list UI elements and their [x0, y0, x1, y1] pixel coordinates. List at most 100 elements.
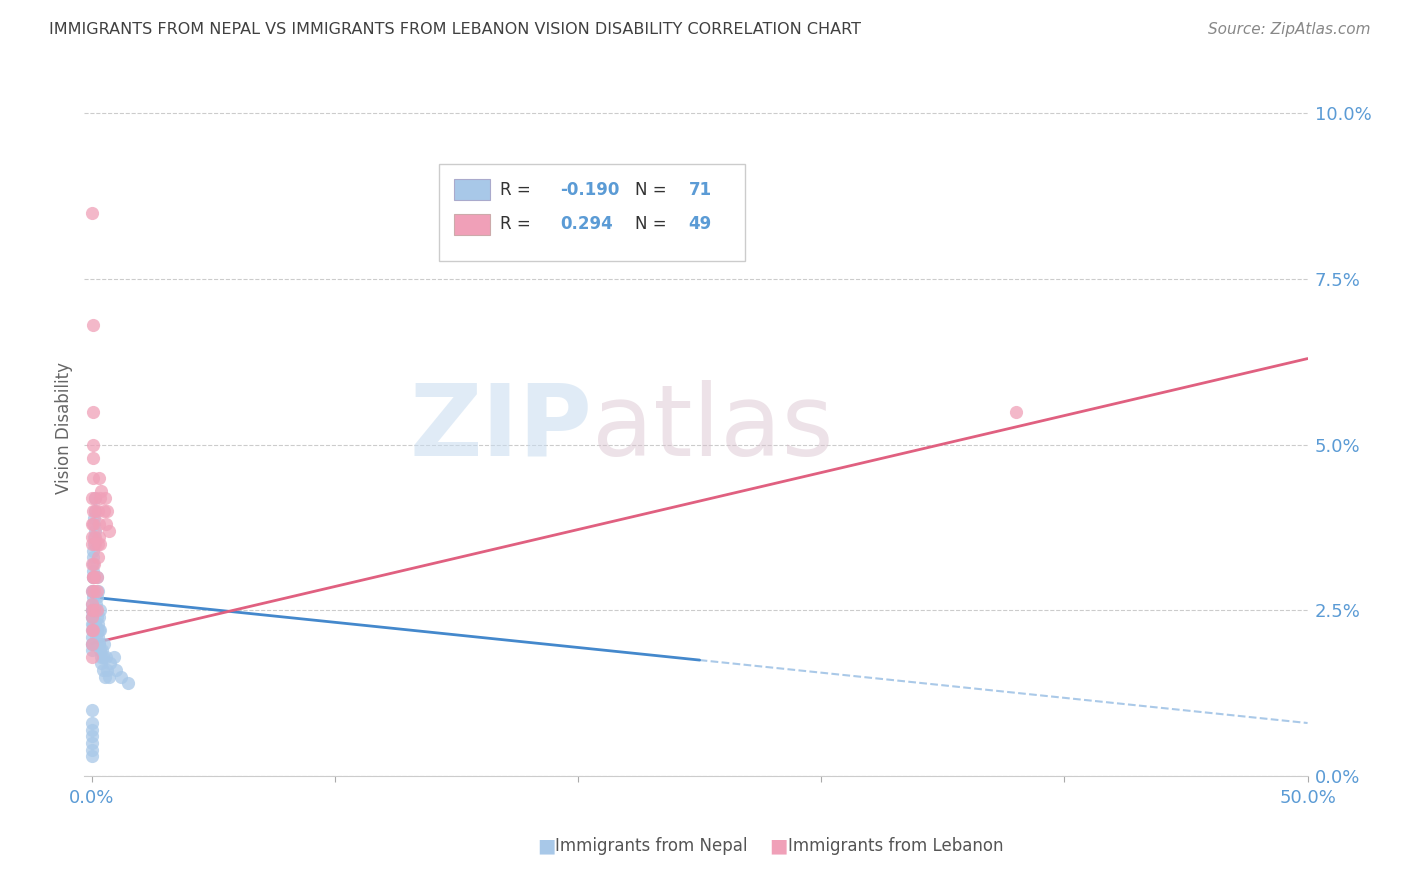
Point: [83, 583, 105, 598]
Point: [93, 636, 115, 650]
Point: [82, 583, 104, 598]
Point: [84, 603, 107, 617]
Point: [94, 491, 117, 505]
Point: [97, 524, 120, 538]
Point: [87, 630, 110, 644]
FancyBboxPatch shape: [439, 164, 745, 261]
Text: N =: N =: [636, 180, 672, 199]
Point: [82, 723, 104, 737]
Text: Source: ZipAtlas.com: Source: ZipAtlas.com: [1208, 22, 1371, 37]
Text: N =: N =: [636, 215, 672, 234]
Point: [90, 657, 112, 671]
Point: [82, 624, 104, 638]
Text: 0.294: 0.294: [560, 215, 613, 234]
Point: [80, 749, 103, 764]
Point: [82, 603, 104, 617]
Point: [89, 610, 111, 624]
Point: [82, 404, 104, 418]
Point: [82, 564, 104, 578]
Text: R =: R =: [501, 180, 536, 199]
Point: [87, 624, 110, 638]
Point: [86, 610, 108, 624]
Point: [82, 636, 104, 650]
Point: [84, 630, 107, 644]
Point: [82, 636, 104, 650]
Point: [98, 657, 121, 671]
Point: [82, 597, 104, 611]
Point: [83, 510, 105, 524]
Y-axis label: Vision Disability: Vision Disability: [55, 362, 73, 494]
Point: [82, 570, 104, 584]
Point: [86, 583, 108, 598]
Point: [87, 537, 110, 551]
Point: [93, 504, 115, 518]
Point: [83, 517, 105, 532]
Point: [82, 616, 104, 631]
Point: [84, 531, 107, 545]
Point: [83, 491, 105, 505]
Point: [87, 550, 110, 565]
Point: [82, 450, 104, 465]
Point: [82, 438, 104, 452]
Point: [86, 603, 108, 617]
Point: [82, 597, 104, 611]
Point: [82, 550, 104, 565]
Point: [82, 729, 104, 743]
Point: [82, 471, 104, 485]
Point: [83, 603, 105, 617]
Point: [82, 570, 104, 584]
Text: R =: R =: [501, 215, 541, 234]
Point: [87, 616, 110, 631]
Point: [82, 206, 104, 220]
Point: [89, 603, 111, 617]
Point: [82, 557, 104, 571]
Point: [82, 557, 104, 571]
Point: [82, 570, 104, 584]
Bar: [454, 214, 491, 235]
Point: [84, 636, 107, 650]
Text: IMMIGRANTS FROM NEPAL VS IMMIGRANTS FROM LEBANON VISION DISABILITY CORRELATION C: IMMIGRANTS FROM NEPAL VS IMMIGRANTS FROM…: [49, 22, 862, 37]
Point: [84, 597, 107, 611]
Point: [82, 491, 104, 505]
Point: [103, 649, 125, 664]
Point: [89, 537, 111, 551]
Point: [89, 517, 111, 532]
Point: [110, 670, 132, 684]
Point: [82, 742, 104, 756]
Point: [84, 616, 107, 631]
Point: [117, 676, 139, 690]
Point: [82, 624, 104, 638]
Point: [87, 636, 110, 650]
Text: -0.190: -0.190: [560, 180, 620, 199]
Point: [87, 583, 110, 598]
Point: [82, 616, 104, 631]
Text: atlas: atlas: [592, 380, 834, 476]
Point: [83, 537, 105, 551]
Point: [80, 716, 103, 731]
Text: 49: 49: [689, 215, 711, 234]
Point: [82, 610, 104, 624]
Point: [82, 517, 104, 532]
Point: [82, 318, 104, 333]
Point: [87, 531, 110, 545]
Point: [96, 663, 118, 677]
Point: [87, 471, 110, 485]
Point: [89, 643, 111, 657]
Point: [82, 603, 104, 617]
Point: [90, 649, 112, 664]
Point: [96, 504, 118, 518]
Point: [96, 649, 118, 664]
Point: [83, 537, 105, 551]
Point: [82, 603, 104, 617]
Text: ■: ■: [769, 836, 787, 855]
Point: [82, 630, 104, 644]
Point: [86, 570, 108, 584]
Point: [82, 643, 104, 657]
Point: [91, 663, 114, 677]
Point: [82, 624, 104, 638]
Point: [83, 491, 105, 505]
Point: [82, 504, 104, 518]
Point: [82, 543, 104, 558]
Point: [84, 504, 107, 518]
Point: [89, 624, 111, 638]
